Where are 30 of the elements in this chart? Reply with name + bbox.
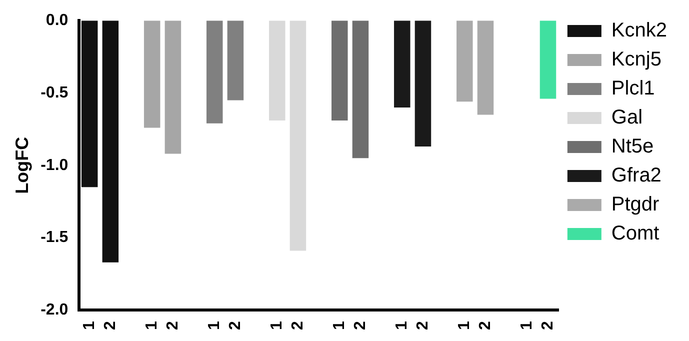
x-tick-label: 2 xyxy=(164,321,182,330)
y-tick-label: -1.5 xyxy=(40,229,68,246)
legend-label: Kcnj5 xyxy=(611,48,662,71)
y-tick-label: 0.0 xyxy=(46,12,68,30)
legend-label: Gfra2 xyxy=(611,164,662,187)
x-tick-label: 2 xyxy=(102,321,119,330)
legend-label: Kcnk2 xyxy=(611,20,668,42)
x-tick-label: 1 xyxy=(144,321,161,330)
legend-label: Plcl1 xyxy=(611,78,655,100)
y-tick-label: -0.5 xyxy=(40,84,68,102)
y-tick-label: -1.0 xyxy=(40,156,68,174)
x-tick-label: 2 xyxy=(226,321,244,330)
x-tick-label: 1 xyxy=(518,321,536,330)
x-tick-label: 1 xyxy=(268,321,286,330)
x-tick-label: 2 xyxy=(352,321,369,330)
x-tick-label: 2 xyxy=(539,321,556,330)
x-tick-label: 2 xyxy=(414,321,432,330)
x-tick-label: 1 xyxy=(331,321,348,330)
legend-label: Gal xyxy=(611,106,643,129)
x-tick-label: 2 xyxy=(289,321,306,330)
legend-label: Comt xyxy=(611,222,660,245)
legend-label: Ptgdr xyxy=(611,194,660,216)
x-tick-label: 1 xyxy=(206,321,224,330)
x-tick-label: 2 xyxy=(476,321,494,330)
x-tick-label: 1 xyxy=(80,321,98,330)
y-tick-label: -2.0 xyxy=(40,302,68,319)
y-axis-title: LogFC xyxy=(12,136,32,194)
x-tick-label: 1 xyxy=(394,321,411,330)
legend-label: Nt5e xyxy=(611,136,654,158)
x-tick-label: 1 xyxy=(456,321,474,330)
